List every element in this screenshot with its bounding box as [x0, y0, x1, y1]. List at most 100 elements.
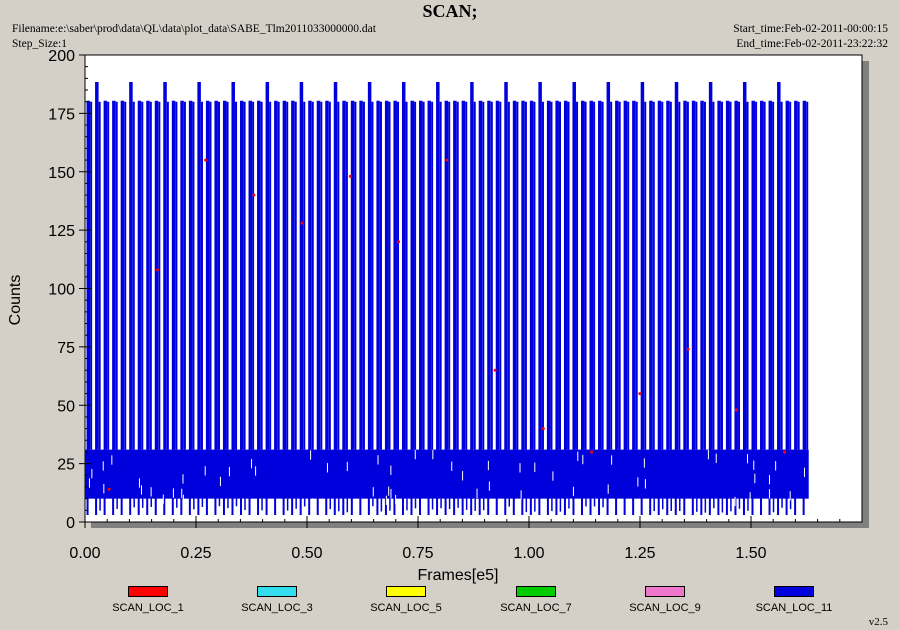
- axis-layer: 0 25 50 75 100 125 150 175 200 0.00 0.25 0.50 0.75 1.…: [48, 48, 841, 562]
- y-tick-label: 150: [48, 165, 75, 182]
- y-tick-label: 200: [48, 48, 75, 65]
- series-scan-loc-1-point: [783, 450, 787, 454]
- x-tick-label: 0.25: [180, 545, 211, 562]
- series-scan-loc-1-point: [686, 347, 690, 351]
- series-scan-loc-11-sweep: [410, 100, 414, 515]
- series-scan-loc-11-sweep: [231, 82, 235, 515]
- legend-item: SCAN_LOC_5: [341, 586, 471, 614]
- legend-swatch: [516, 586, 556, 597]
- series-scan-loc-11-sweep: [154, 100, 159, 515]
- series-scan-loc-11-sweep: [504, 82, 508, 515]
- series-scan-loc-1-point: [348, 174, 352, 178]
- series-scan-loc-1-point: [445, 158, 449, 162]
- series-scan-loc-11-sweep: [95, 82, 99, 515]
- series-scan-loc-11-sweep: [436, 82, 440, 515]
- legend-swatch: [645, 586, 685, 597]
- legend-item: SCAN_LOC_9: [600, 586, 730, 614]
- series-scan-loc-11-sweep: [427, 100, 432, 515]
- series-scan-loc-11-sweep: [419, 100, 423, 515]
- end-time-label: End_time:Feb-02-2011-23:22:32: [736, 38, 888, 50]
- series-scan-loc-11-sweep: [487, 100, 491, 515]
- series-scan-loc-11-sweep: [240, 100, 244, 515]
- y-tick-label: 75: [57, 340, 75, 357]
- series-scan-loc-11-sweep: [197, 82, 201, 515]
- series-scan-loc-1-point: [300, 221, 304, 225]
- series-scan-loc-11-band: [85, 449, 809, 499]
- x-tick-label: 1.25: [624, 545, 655, 562]
- y-tick-label: 50: [57, 398, 75, 415]
- series-scan-loc-11-sweep: [632, 100, 636, 515]
- y-tick-label: 0: [66, 515, 75, 532]
- series-scan-loc-11-sweep: [265, 82, 270, 515]
- series-scan-loc-11-sweep: [802, 100, 807, 515]
- series-scan-loc-11-sweep: [188, 100, 193, 515]
- series-scan-loc-11-sweep: [461, 100, 466, 515]
- x-axis-label: Frames[e5]: [418, 567, 499, 584]
- series-scan-loc-11-sweep: [180, 100, 184, 515]
- x-tick-label: 0.75: [402, 545, 433, 562]
- series-scan-loc-11-sweep: [359, 100, 363, 515]
- series-scan-loc-11-sweep: [768, 100, 773, 515]
- legend-label: SCAN_LOC_3: [241, 602, 313, 614]
- legend-label: SCAN_LOC_11: [755, 602, 833, 614]
- series-scan-loc-11-sweep: [777, 82, 781, 515]
- series-scan-loc-11-sweep: [470, 82, 474, 515]
- series-scan-loc-11-sweep: [146, 100, 150, 515]
- series-scan-loc-11-sweep: [734, 100, 738, 515]
- series-scan-loc-11-sweep: [205, 100, 210, 515]
- legend-label: SCAN_LOC_5: [370, 602, 442, 614]
- series-scan-loc-11-sweep: [674, 82, 679, 515]
- series-scan-loc-11-sweep: [333, 82, 338, 515]
- series-scan-loc-11-sweep: [700, 100, 704, 515]
- legend-swatch: [386, 586, 426, 597]
- series-scan-loc-11-sweep: [257, 100, 261, 515]
- series-scan-loc-11-sweep: [222, 100, 227, 515]
- series-scan-loc-11-sweep: [495, 100, 500, 515]
- series-scan-loc-11-sweep: [478, 100, 483, 515]
- series-scan-loc-11-sweep: [691, 100, 696, 515]
- series-scan-loc-11-sweep: [683, 100, 687, 515]
- legend-item: SCAN_LOC_11: [729, 586, 859, 614]
- y-tick-label: 125: [48, 223, 75, 240]
- filename-label: Filename:e:\saber\prod\data\QL\data\plot…: [12, 23, 376, 35]
- series-scan-loc-11-sweep: [299, 82, 304, 515]
- legend-item: SCAN_LOC_3: [212, 586, 342, 614]
- series-scan-loc-1-point: [155, 268, 159, 272]
- series-scan-loc-11-sweep: [350, 100, 355, 515]
- series-scan-loc-11-sweep: [742, 82, 747, 515]
- series-scan-loc-11-sweep: [580, 100, 585, 515]
- series-scan-loc-11-sweep: [572, 82, 576, 515]
- x-tick-label: 1.50: [735, 545, 766, 562]
- legend-label: SCAN_LOC_9: [629, 602, 701, 614]
- series-scan-loc-11-sweep: [785, 100, 790, 515]
- series-scan-loc-11-sweep: [163, 82, 167, 515]
- series-scan-loc-11-sweep: [708, 82, 713, 515]
- legend-swatch: [257, 586, 297, 597]
- version-label: v2.5: [868, 616, 888, 628]
- series-scan-loc-11-sweep: [666, 100, 670, 515]
- x-tick-label: 1.00: [513, 545, 544, 562]
- x-tick-label: 0.00: [69, 545, 100, 562]
- series-scan-loc-11-sweep: [512, 100, 517, 515]
- series-scan-loc-11-sweep: [717, 100, 721, 515]
- series-scan-loc-11-sweep: [103, 100, 108, 515]
- series-scan-loc-11-sweep: [615, 100, 619, 515]
- series-scan-loc-11-sweep: [342, 100, 346, 515]
- series-scan-loc-11-sweep: [649, 100, 653, 515]
- series-scan-loc-1-point: [493, 368, 497, 372]
- series-scan-loc-11-sweep: [137, 100, 142, 515]
- chart-title: SCAN;: [422, 1, 478, 21]
- series-layer: [85, 82, 809, 515]
- series-scan-loc-1-point: [590, 450, 594, 454]
- series-scan-loc-1-point: [107, 487, 111, 491]
- series-scan-loc-11-sweep: [725, 100, 730, 515]
- series-scan-loc-11-sweep: [760, 100, 764, 515]
- series-scan-loc-11-sweep: [120, 100, 125, 515]
- series-scan-loc-11-sweep: [129, 82, 133, 515]
- series-scan-loc-11-sweep: [316, 100, 321, 515]
- series-scan-loc-11-sweep: [325, 100, 329, 515]
- y-tick-label: 100: [48, 282, 75, 299]
- series-scan-loc-11-sweep: [171, 100, 176, 515]
- series-scan-loc-11-sweep: [521, 100, 525, 515]
- series-scan-loc-11-sweep: [308, 100, 312, 515]
